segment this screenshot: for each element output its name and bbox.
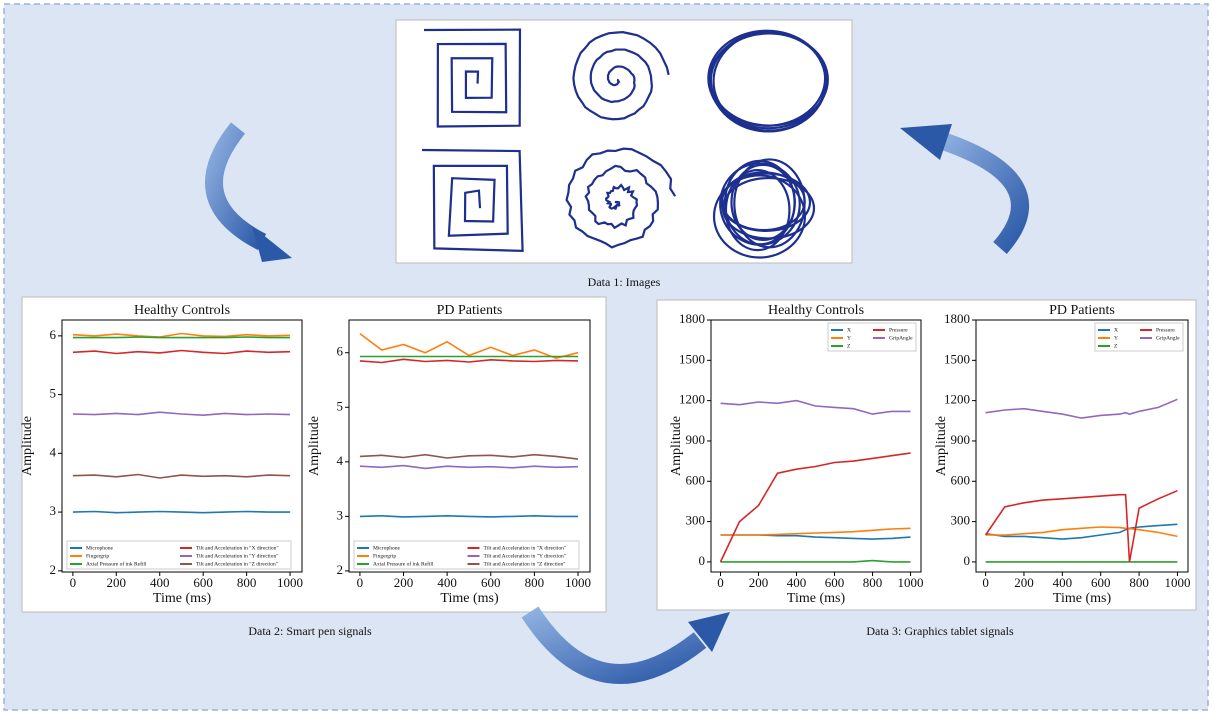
y-tick-label: 6 <box>50 327 57 342</box>
y-tick-label: 1500 <box>944 351 970 366</box>
y-tick-label: 0 <box>699 553 706 568</box>
x-tick-label: 800 <box>863 575 883 590</box>
y-tick-label: 4 <box>337 453 344 468</box>
legend-label: Tilt and Acceleration in "X direction" <box>196 545 279 551</box>
x-tick-label: 1000 <box>898 575 924 590</box>
y-tick-label: 600 <box>951 472 971 487</box>
y-axis-label: Amplitude <box>307 416 322 476</box>
chart-title: PD Patients <box>1049 303 1115 318</box>
x-tick-label: 0 <box>982 575 989 590</box>
x-tick-label: 0 <box>357 575 364 590</box>
legend-label: Pressure <box>889 327 908 333</box>
legend-label: Tilt and Acceleration in "X direction" <box>484 545 567 551</box>
y-tick-label: 1500 <box>679 351 705 366</box>
x-tick-label: 600 <box>481 575 501 590</box>
x-axis-label: Time (ms) <box>787 591 846 606</box>
y-tick-label: 1800 <box>679 311 705 326</box>
series-line <box>73 512 290 513</box>
x-tick-label: 600 <box>1091 575 1111 590</box>
y-tick-label: 900 <box>951 432 971 447</box>
x-tick-label: 600 <box>193 575 213 590</box>
legend-label: Y <box>847 335 851 341</box>
legend-label: Fingergrip <box>373 553 396 559</box>
x-tick-label: 1000 <box>277 575 303 590</box>
y-tick-label: 5 <box>337 398 344 413</box>
chart-title: PD Patients <box>437 303 503 318</box>
y-tick-label: 3 <box>50 503 57 518</box>
y-tick-label: 3 <box>337 507 344 522</box>
y-tick-label: 2 <box>337 562 344 577</box>
legend-label: Y <box>1114 335 1118 341</box>
y-tick-label: 4 <box>50 444 57 459</box>
y-tick-label: 900 <box>686 432 706 447</box>
x-tick-label: 0 <box>70 575 77 590</box>
figure: Data 1: Images Data 2: Smart pen signals… <box>0 0 1212 714</box>
x-tick-label: 1000 <box>565 575 591 590</box>
x-tick-label: 600 <box>825 575 845 590</box>
legend-label: Microphone <box>373 545 400 551</box>
y-tick-label: 1800 <box>944 311 970 326</box>
legend-label: Tilt and Acceleration in "Z direction" <box>484 561 566 567</box>
x-tick-label: 800 <box>1129 575 1149 590</box>
x-tick-label: 200 <box>107 575 127 590</box>
y-tick-label: 2 <box>50 562 57 577</box>
y-tick-label: 0 <box>964 553 971 568</box>
legend-label: Microphone <box>86 545 113 551</box>
y-tick-label: 300 <box>951 513 971 528</box>
caption: Data 2: Smart pen signals <box>248 624 372 638</box>
legend-label: GripAngle <box>1156 335 1180 341</box>
x-tick-label: 800 <box>525 575 545 590</box>
legend-label: X <box>847 327 851 333</box>
chart-title: Healthy Controls <box>134 303 230 318</box>
legend-label: Axial Pressure of ink Refill <box>86 560 147 567</box>
caption: Data 3: Graphics tablet signals <box>866 624 1014 638</box>
y-tick-label: 5 <box>50 386 57 401</box>
x-axis-label: Time (ms) <box>153 591 212 606</box>
x-tick-label: 400 <box>150 575 170 590</box>
y-tick-label: 1200 <box>679 392 705 407</box>
series-line <box>73 337 290 338</box>
y-tick-label: 6 <box>337 344 344 359</box>
x-tick-label: 400 <box>787 575 807 590</box>
legend-label: Axial Pressure of ink Refill <box>373 560 434 567</box>
x-tick-label: 800 <box>237 575 257 590</box>
legend-label: Pressure <box>1156 327 1175 333</box>
legend-label: Fingergrip <box>86 553 109 559</box>
caption: Data 1: Images <box>588 275 661 289</box>
y-tick-label: 1200 <box>944 392 970 407</box>
y-axis-label: Amplitude <box>669 416 684 476</box>
x-axis-label: Time (ms) <box>1053 591 1112 606</box>
legend-label: GripAngle <box>889 335 913 341</box>
x-tick-label: 0 <box>717 575 724 590</box>
x-axis-label: Time (ms) <box>440 591 499 606</box>
series-line <box>360 516 578 517</box>
y-tick-label: 300 <box>686 513 706 528</box>
y-tick-label: 600 <box>686 472 706 487</box>
legend-label: Tilt and Acceleration in "Y direction" <box>484 553 566 559</box>
x-tick-label: 200 <box>749 575 769 590</box>
x-tick-label: 1000 <box>1164 575 1190 590</box>
x-tick-label: 200 <box>394 575 414 590</box>
legend-label: X <box>1114 327 1118 333</box>
x-tick-label: 400 <box>1053 575 1073 590</box>
chart-title: Healthy Controls <box>768 303 864 318</box>
x-tick-label: 200 <box>1014 575 1034 590</box>
x-tick-label: 400 <box>437 575 457 590</box>
y-axis-label: Amplitude <box>934 416 949 476</box>
legend-label: Tilt and Acceleration in "Z direction" <box>196 561 278 567</box>
y-axis-label: Amplitude <box>20 416 35 476</box>
legend-label: Tilt and Acceleration in "Y direction" <box>196 553 278 559</box>
